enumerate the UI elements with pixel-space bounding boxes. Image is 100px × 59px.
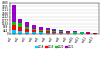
Bar (66, 31, 70, 32)
Bar (25, 32, 29, 34)
Bar (12, 25, 16, 30)
Bar (93, 33, 97, 34)
Bar (86, 32, 90, 33)
Bar (80, 33, 84, 34)
Bar (59, 31, 63, 32)
Bar (18, 31, 22, 34)
Bar (32, 29, 36, 30)
Bar (39, 30, 43, 31)
Bar (32, 32, 36, 34)
Bar (32, 30, 36, 32)
Bar (46, 30, 50, 31)
Bar (12, 5, 16, 22)
Bar (25, 29, 29, 32)
Bar (18, 19, 22, 23)
Bar (25, 22, 29, 26)
Bar (66, 32, 70, 33)
Bar (12, 22, 16, 25)
Bar (73, 31, 77, 32)
Bar (52, 33, 56, 34)
Bar (59, 32, 63, 33)
Bar (46, 31, 50, 33)
Bar (46, 28, 50, 30)
Bar (66, 33, 70, 34)
Bar (52, 32, 56, 33)
Bar (80, 32, 84, 33)
Bar (59, 30, 63, 31)
Bar (18, 23, 22, 27)
Bar (32, 25, 36, 29)
Bar (46, 33, 50, 34)
Bar (52, 29, 56, 31)
Bar (73, 32, 77, 33)
Bar (52, 31, 56, 32)
Bar (25, 26, 29, 29)
Bar (39, 31, 43, 33)
Bar (39, 33, 43, 34)
Legend: 2018, 2019, 2020, 2021: 2018, 2019, 2020, 2021 (34, 44, 75, 50)
Bar (73, 33, 77, 34)
Bar (86, 33, 90, 34)
Bar (12, 30, 16, 34)
Bar (59, 33, 63, 34)
Bar (39, 27, 43, 30)
Bar (18, 27, 22, 31)
